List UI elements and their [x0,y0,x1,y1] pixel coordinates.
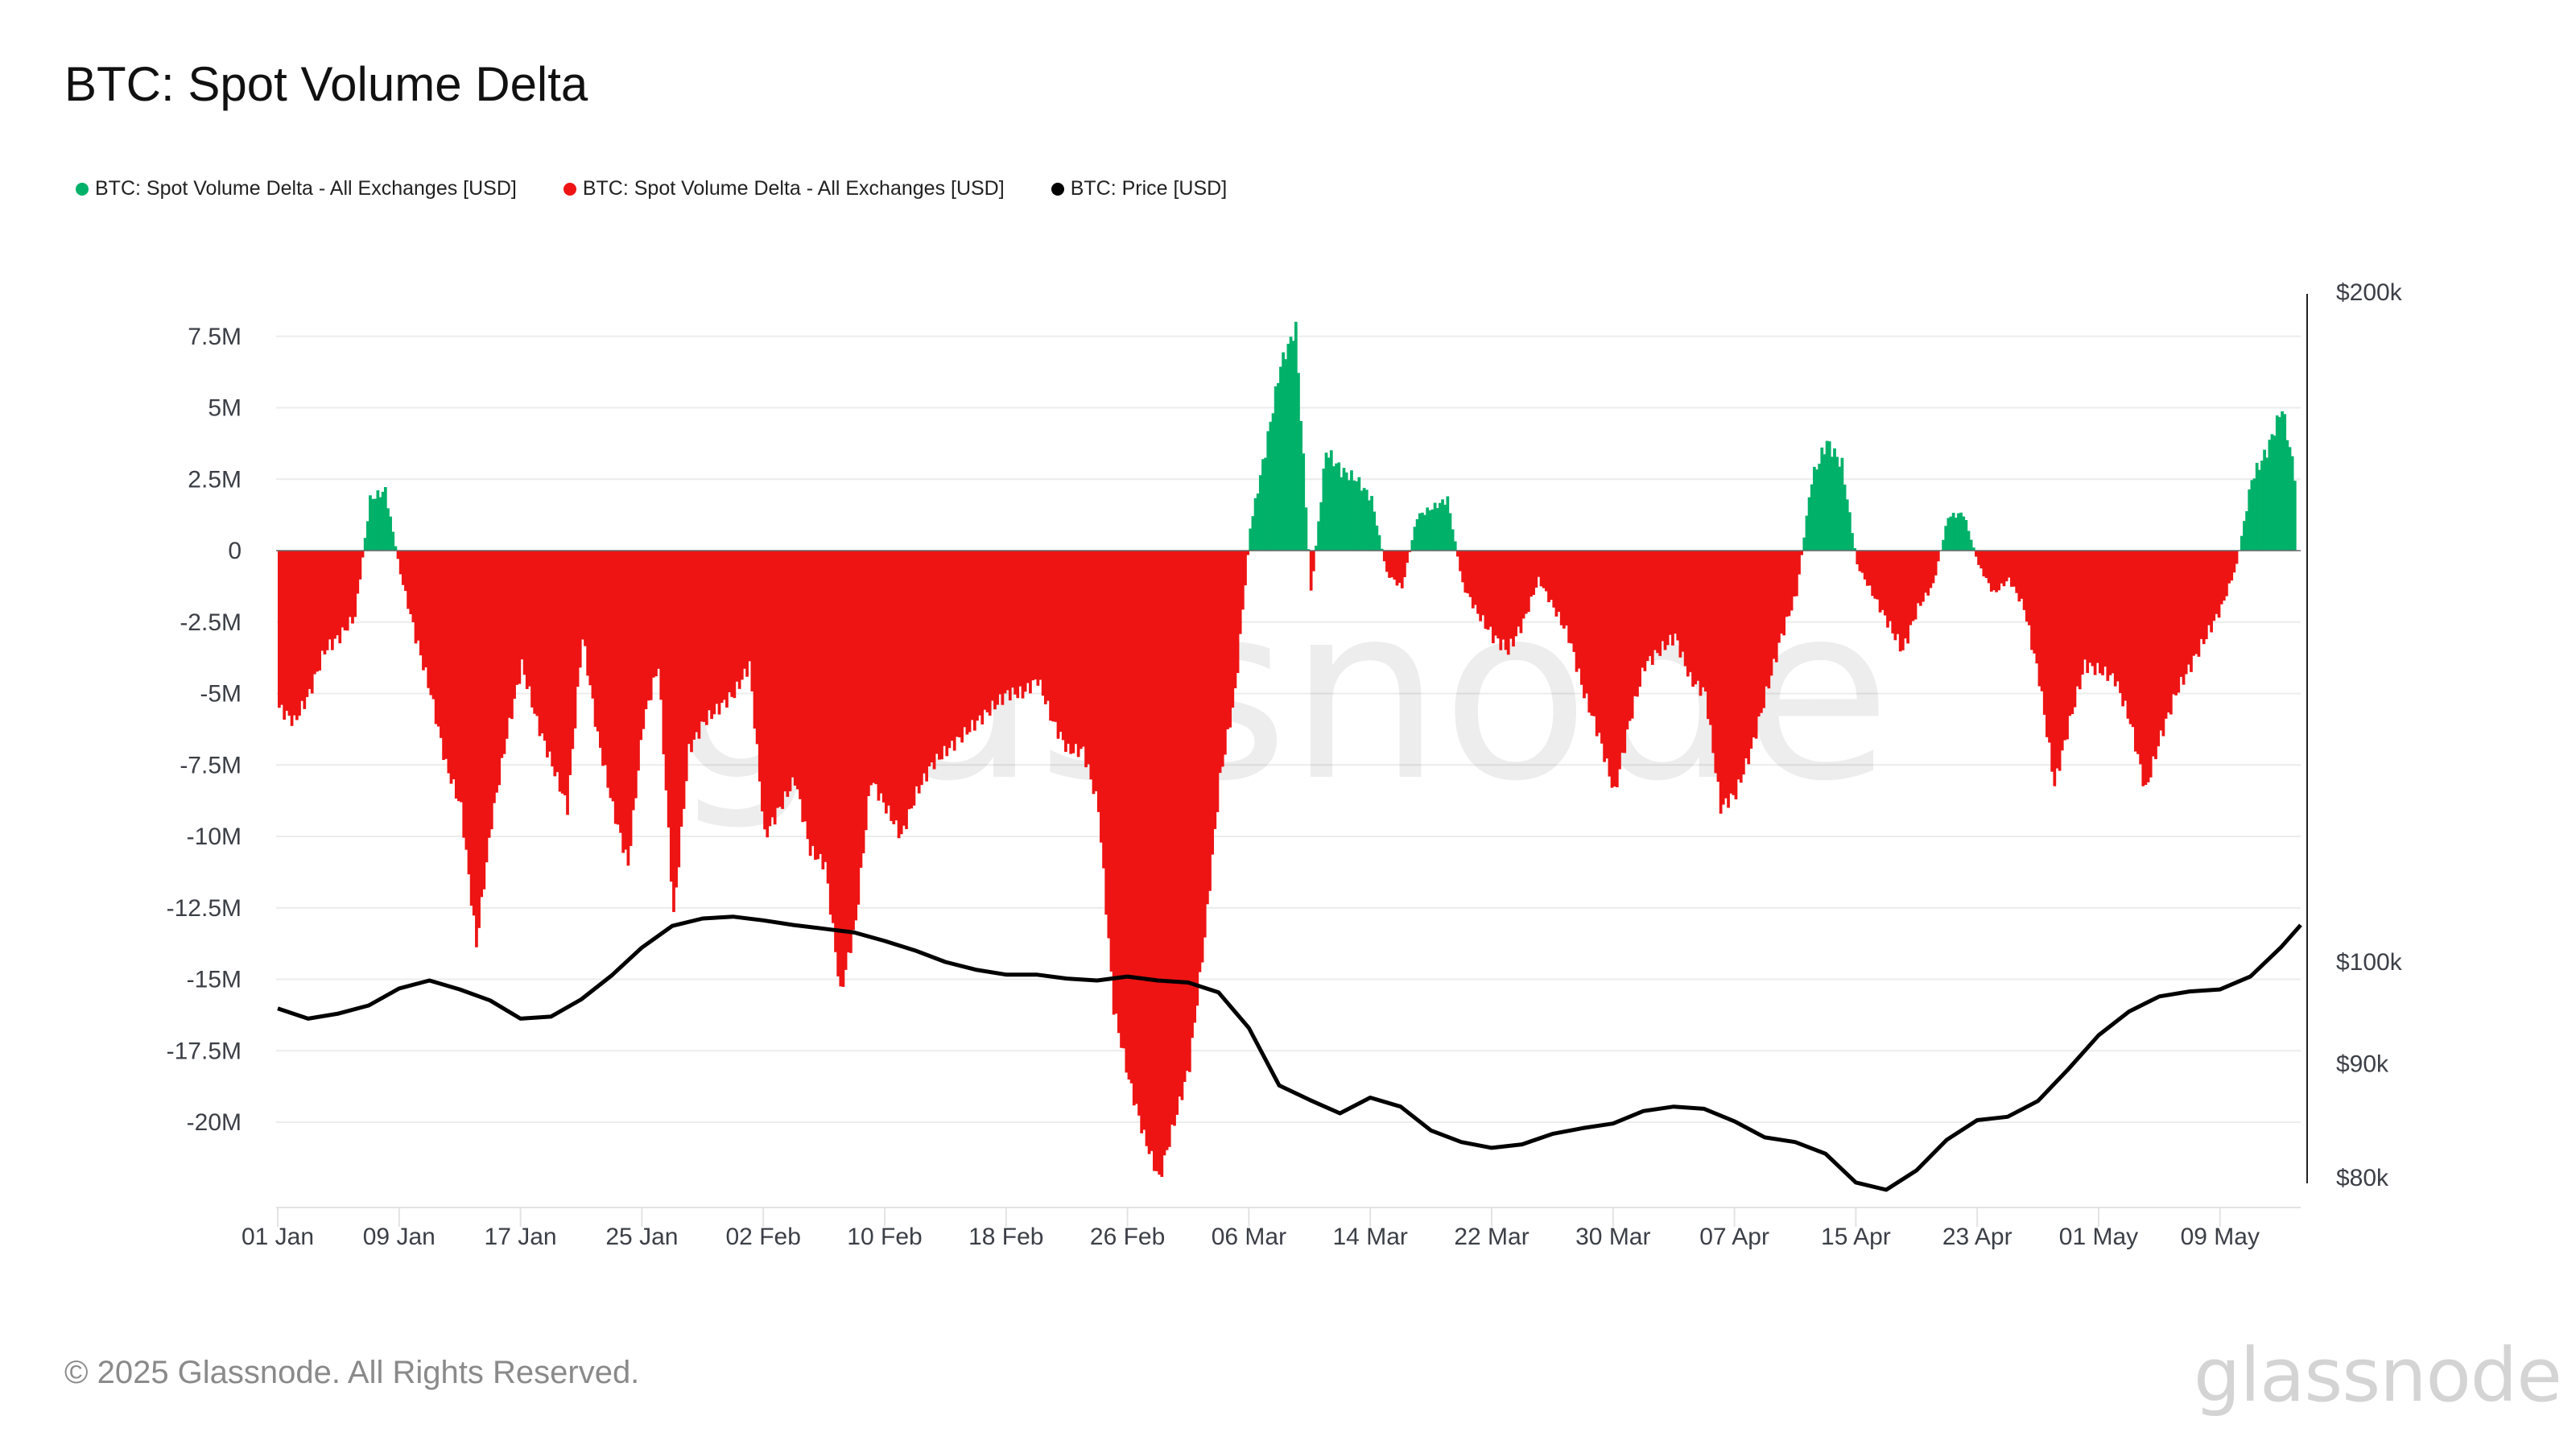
y-tick-label: -10M [187,824,242,850]
x-tick-label: 17 Jan [485,1224,557,1250]
x-tick-label: 22 Mar [1454,1224,1529,1250]
x-tick-label: 06 Mar [1212,1224,1286,1250]
legend: BTC: Spot Volume Delta - All Exchanges [… [76,177,1227,200]
right-y-axis: $200k $100k $90k $80k [2336,279,2403,1191]
x-tick-label: 15 Apr [1821,1224,1891,1250]
x-tick-label: 14 Mar [1333,1224,1408,1250]
legend-label: BTC: Price [USD] [1070,177,1228,200]
legend-dot-red-icon [563,182,576,196]
x-tick-label: 01 Jan [242,1224,314,1250]
price-tick-label: $100k [2336,949,2403,976]
y-tick-label: 2.5M [188,466,242,493]
y-tick-label: -7.5M [180,752,242,778]
price-tick-label: $80k [2336,1165,2389,1191]
legend-dot-green-icon [76,182,89,196]
x-tick-label: 07 Apr [1699,1224,1769,1250]
chart-title: BTC: Spot Volume Delta [64,57,588,111]
legend-dot-black-icon [1051,182,1064,196]
x-tick-label: 25 Jan [605,1224,678,1250]
glassnode-logo[interactable]: glassnode [2194,1332,2562,1418]
x-tick-label: 01 May [2059,1224,2138,1250]
legend-label: BTC: Spot Volume Delta - All Exchanges [… [95,177,517,200]
y-tick-label: 5M [208,395,242,422]
legend-label: BTC: Spot Volume Delta - All Exchanges [… [582,177,1005,200]
x-tick-label: 30 Mar [1575,1224,1650,1250]
legend-item-price[interactable]: BTC: Price [USD] [1051,177,1227,200]
price-tick-label: $200k [2336,279,2403,306]
x-tick-label: 23 Apr [1942,1224,2013,1250]
y-tick-label: -20M [187,1109,242,1136]
y-tick-label: -12.5M [167,895,242,922]
x-tick-label: 10 Feb [847,1224,922,1250]
legend-item-negative-delta[interactable]: BTC: Spot Volume Delta - All Exchanges [… [563,177,1005,200]
price-line [277,914,2302,1192]
y-tick-label: 7.5M [188,324,242,350]
x-tick-label: 02 Feb [725,1224,800,1250]
y-tick-label: -15M [187,967,242,993]
x-tick-label: 26 Feb [1090,1224,1165,1250]
x-tick-label: 18 Feb [968,1224,1043,1250]
legend-item-positive-delta[interactable]: BTC: Spot Volume Delta - All Exchanges [… [76,177,517,200]
x-tick-label: 09 Jan [363,1224,436,1250]
y-tick-label: -2.5M [180,609,242,636]
x-axis: 01 Jan 09 Jan 17 Jan 25 Jan 02 Feb 10 Feb 18 F… [242,1224,2260,1250]
y-tick-label: 0 [228,538,242,564]
price-tick-label: $90k [2336,1051,2389,1077]
left-y-axis: 7.5M 5M 2.5M 0 -2.5M -5M -7.5M -10M -12.5M -15M -1… [167,324,242,1136]
copyright-text: © 2025 Glassnode. All Rights Reserved. [64,1355,640,1390]
y-tick-label: -17.5M [167,1038,242,1064]
x-tick-label: 09 May [2181,1224,2260,1250]
volume-delta-bars [278,321,2297,1178]
y-tick-label: -5M [200,681,242,708]
